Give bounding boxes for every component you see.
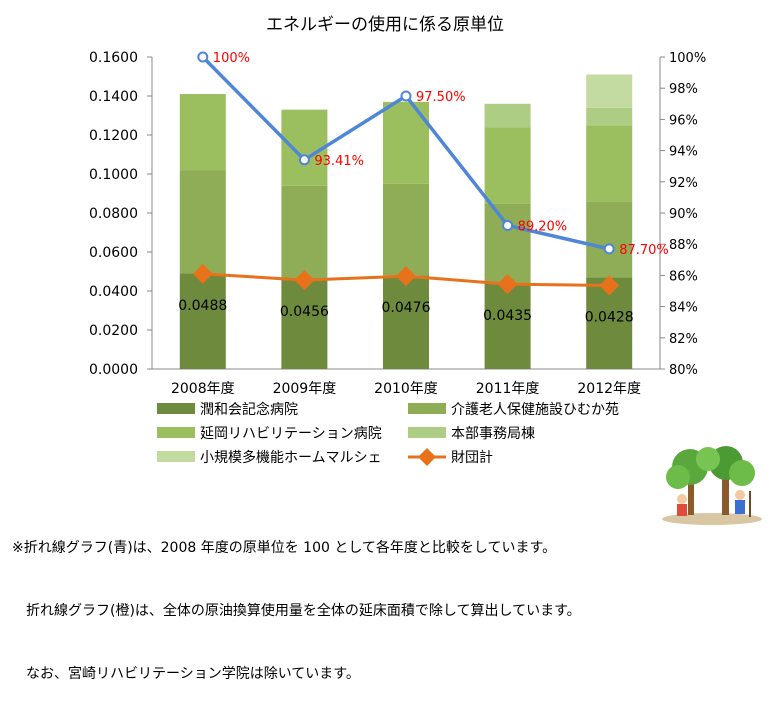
left-tick-label: 0.0400 (89, 284, 138, 300)
ratio-data-label: 87.70% (619, 243, 669, 258)
left-tick-label: 0.1200 (89, 128, 138, 144)
total-data-label: 0.0456 (280, 304, 329, 320)
footnote-line-2: 折れ線グラフ(橙)は、全体の原油換算使用量を全体の延床面積で除して算出しています… (12, 603, 581, 619)
bar-segment (586, 125, 633, 202)
ratio-marker (298, 154, 310, 166)
legend-swatch (157, 427, 195, 438)
right-tick-label: 100% (669, 51, 706, 66)
bar-segment (586, 74, 633, 108)
x-tick-label: 2008年度 (171, 381, 235, 397)
bar-segment (484, 127, 531, 204)
total-marker (497, 274, 518, 295)
right-tick-label: 84% (669, 301, 698, 316)
right-tick-label: 96% (669, 113, 698, 128)
ratio-marker (400, 90, 412, 102)
bar-segment (179, 273, 226, 369)
ratio-marker (603, 243, 615, 255)
bar-segment (281, 109, 328, 186)
legend-swatch (408, 427, 446, 438)
total-data-label: 0.0488 (178, 298, 227, 314)
left-tick-label: 0.1400 (89, 89, 138, 105)
left-tick-label: 0.1000 (89, 167, 138, 183)
left-tick-label: 0.0800 (89, 206, 138, 222)
chart-title: エネルギーの使用に係る原単位 (266, 14, 504, 35)
right-tick-label: 92% (669, 176, 698, 191)
right-tick-label: 80% (669, 363, 698, 378)
total-data-label: 0.0476 (382, 300, 431, 316)
ratio-data-label: 93.41% (314, 154, 364, 169)
right-tick-label: 82% (669, 332, 698, 347)
right-tick-label: 94% (669, 145, 698, 160)
x-tick-label: 2011年度 (476, 381, 540, 397)
legend-label: 介護老人保健施設ひむか苑 (451, 402, 619, 418)
x-tick-label: 2010年度 (374, 381, 438, 397)
bar-segment (484, 103, 531, 128)
ratio-data-label: 89.20% (518, 219, 568, 234)
footnote-line-1: ※折れ線グラフ(青)は、2008 年度の原単位を 100 として各年度と比較をし… (12, 540, 557, 556)
legend-label: 潤和会記念病院 (200, 401, 298, 418)
bar-segment (383, 183, 429, 276)
bar-segment (484, 283, 531, 369)
x-tick-label: 2012年度 (577, 381, 641, 397)
total-marker (599, 275, 620, 296)
total-data-label: 0.0435 (483, 308, 532, 324)
x-tick-label: 2009年度 (273, 381, 337, 397)
left-tick-label: 0.0000 (89, 362, 138, 378)
total-marker (294, 270, 315, 291)
right-tick-label: 98% (669, 82, 698, 97)
bar-segment (586, 201, 633, 278)
legend-marker (418, 448, 436, 466)
left-tick-label: 0.0600 (89, 245, 138, 261)
tree-planting-illustration (662, 446, 762, 525)
footnote-line-3: なお、宮崎リハビリテーション学院は除いています。 (12, 666, 360, 682)
ratio-data-label: 100% (213, 51, 250, 66)
total-marker (192, 263, 213, 284)
legend-label: 財団計 (451, 450, 493, 466)
right-tick-label: 90% (669, 207, 698, 222)
bar-segment (484, 203, 531, 284)
total-data-label: 0.0428 (585, 310, 634, 326)
ratio-marker (502, 219, 514, 231)
footnote: ※折れ線グラフ(青)は、2008 年度の原単位を 100 として各年度と比較をし… (12, 496, 581, 706)
legend-label: 小規模多機能ホームマルシェ (200, 449, 382, 466)
left-tick-label: 0.0200 (89, 323, 138, 339)
left-tick-label: 0.1600 (89, 50, 138, 66)
bar-segment (179, 170, 226, 274)
energy-chart: エネルギーの使用に係る原単位 0.0000 0.0200 0.0400 0.0600 0.… (89, 14, 706, 466)
bar-segment (179, 94, 226, 171)
bar-segment (281, 185, 328, 280)
total-marker (396, 266, 416, 287)
ratio-marker (197, 51, 209, 63)
legend-swatch (157, 451, 195, 462)
ratio-data-label: 97.50% (416, 90, 466, 105)
legend-label: 延岡リハビリテーション病院 (200, 426, 382, 442)
legend-swatch (408, 403, 446, 414)
bar-segment (383, 275, 429, 369)
right-tick-label: 88% (669, 238, 698, 253)
legend-label: 本部事務局棟 (451, 426, 535, 442)
legend-swatch (157, 403, 195, 414)
right-tick-label: 86% (669, 269, 698, 284)
bar-segment (586, 107, 633, 126)
bar-segment (281, 279, 328, 369)
